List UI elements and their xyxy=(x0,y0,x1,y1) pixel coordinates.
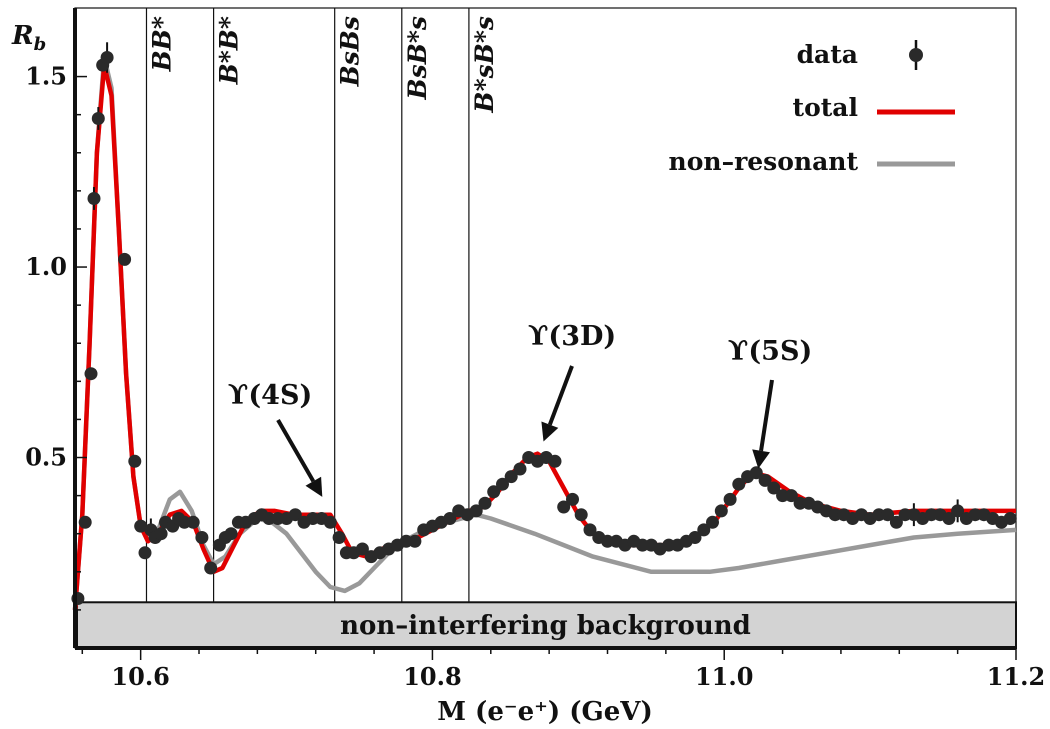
legend-label-non-resonant: non–resonant xyxy=(669,147,859,176)
data-point xyxy=(758,473,772,487)
data-point xyxy=(91,112,105,125)
x-tick-label: 10.6 xyxy=(111,662,169,691)
data-point xyxy=(469,504,483,518)
legend-label-total: total xyxy=(793,93,858,122)
legend-data-marker xyxy=(909,48,923,62)
data-points-layer xyxy=(71,42,1017,605)
threshold-label: BsBs xyxy=(336,16,365,87)
data-point xyxy=(408,534,422,548)
data-point xyxy=(697,523,711,537)
threshold-lines-layer xyxy=(145,8,470,603)
data-point xyxy=(478,496,492,510)
data-point xyxy=(714,504,728,518)
data-point xyxy=(1003,512,1017,525)
data-point xyxy=(723,492,737,506)
data-point xyxy=(496,477,509,491)
axes-layer xyxy=(73,8,1017,660)
background-band-label: non–interfering background xyxy=(340,611,751,641)
data-point xyxy=(323,515,337,529)
data-point xyxy=(706,515,719,529)
x-tick-label: 10.8 xyxy=(403,662,461,691)
data-point xyxy=(574,508,588,522)
data-point xyxy=(889,515,903,529)
resonance-annotation: ϒ(4S) xyxy=(228,380,312,411)
data-point xyxy=(87,192,101,205)
threshold-label: B*B* xyxy=(215,16,244,85)
threshold-label: B*sB*s xyxy=(470,16,499,114)
data-point xyxy=(78,515,92,529)
data-point xyxy=(332,531,346,544)
resonance-annotation: ϒ(5S) xyxy=(728,336,812,367)
data-point xyxy=(513,462,527,476)
data-point xyxy=(154,527,168,541)
data-point xyxy=(355,542,369,556)
data-point xyxy=(566,492,579,506)
text-layer: non–interfering background BB* B*B* BsBs BsB… xyxy=(11,16,1045,727)
data-point xyxy=(583,523,597,537)
annotation-arrow-shaft xyxy=(759,379,774,452)
data-point xyxy=(138,546,152,560)
data-point xyxy=(504,470,518,484)
data-point xyxy=(224,527,238,541)
data-point xyxy=(195,531,209,544)
data-point xyxy=(288,508,302,522)
data-point xyxy=(784,489,798,503)
x-tick-label: 11.2 xyxy=(987,662,1045,691)
data-point xyxy=(134,519,148,533)
data-point xyxy=(881,508,895,522)
annotation-arrow-shaft xyxy=(276,419,316,483)
threshold-label: BB* xyxy=(147,16,176,72)
y-tick-label: 1.0 xyxy=(25,252,67,281)
x-tick-label: 11.0 xyxy=(695,662,753,691)
data-point xyxy=(186,515,200,529)
data-point xyxy=(443,512,457,525)
data-point xyxy=(100,51,114,64)
data-point xyxy=(128,454,142,468)
y-tick-label: 0.5 xyxy=(25,443,67,472)
y-axis-title: Rb xyxy=(11,21,46,55)
threshold-label: BsB*s xyxy=(403,16,432,100)
y-tick-label: 1.5 xyxy=(25,62,67,91)
data-point xyxy=(732,477,746,491)
data-point xyxy=(487,485,501,499)
x-axis-title: M (e⁻e⁺) (GeV) xyxy=(437,697,653,727)
data-point xyxy=(749,466,763,480)
annotation-arrow-shaft xyxy=(547,365,574,426)
data-point xyxy=(767,481,781,495)
data-point xyxy=(942,512,956,525)
annotation-arrow-head xyxy=(752,449,770,469)
data-point xyxy=(557,500,571,514)
resonance-annotation: ϒ(3D) xyxy=(528,321,616,352)
data-point xyxy=(951,504,965,518)
legend-label-data: data xyxy=(797,40,858,69)
data-point xyxy=(204,561,218,575)
data-point xyxy=(84,367,98,381)
annotation-arrow-head xyxy=(305,476,323,497)
data-point xyxy=(548,454,562,468)
annotation-arrow-head xyxy=(541,421,559,442)
data-point xyxy=(118,252,132,266)
data-point xyxy=(688,531,702,544)
